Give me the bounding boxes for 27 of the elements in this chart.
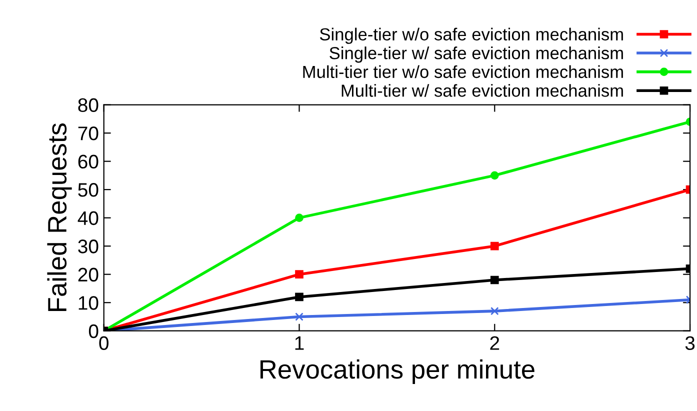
point <box>490 276 499 284</box>
y-tick-label: 40 <box>78 211 98 226</box>
y-tick-label: 50 <box>78 183 98 197</box>
legend-label: Multi-tier w/ safe eviction mechanism <box>342 84 623 97</box>
x-tick-label: 0 <box>99 336 108 350</box>
legend-label: Single-tier w/o safe eviction mechanism <box>320 28 623 44</box>
x-tick-label: 3 <box>685 336 695 350</box>
y-tick-label: 80 <box>78 98 98 112</box>
x-tick-label: 2 <box>490 336 500 350</box>
y-tick-label: 30 <box>78 240 98 254</box>
point <box>295 214 304 222</box>
point <box>295 292 304 302</box>
y-tick-label: 10 <box>78 296 98 310</box>
y-tick-label: 60 <box>78 154 98 169</box>
y-tick-label: 20 <box>78 268 98 282</box>
y-axis-title: Failed Requests <box>47 123 72 312</box>
legend-label: Multi-tier tier w/o safe eviction mechanism <box>303 65 623 78</box>
point <box>490 242 499 250</box>
legend-label: Single-tier w/ safe eviction mechanism <box>330 46 623 63</box>
x-axis-title: Revocations per minute <box>260 359 534 384</box>
y-tick-label: 70 <box>78 126 98 140</box>
y-tick-label: 0 <box>88 324 98 338</box>
point <box>295 270 304 279</box>
point <box>295 312 304 321</box>
x-tick-label: 1 <box>295 336 304 350</box>
point <box>490 171 499 180</box>
point <box>490 306 499 316</box>
